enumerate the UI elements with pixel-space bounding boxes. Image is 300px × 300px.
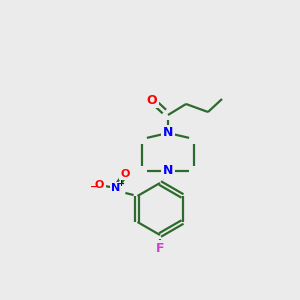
Text: N: N (163, 164, 173, 178)
Text: +: + (117, 179, 124, 188)
Text: N: N (111, 183, 120, 193)
Text: O: O (95, 180, 104, 190)
Text: O: O (121, 169, 130, 179)
Text: O: O (147, 94, 157, 106)
Text: F: F (156, 242, 164, 254)
Text: N: N (163, 127, 173, 140)
Text: −: − (90, 182, 98, 192)
